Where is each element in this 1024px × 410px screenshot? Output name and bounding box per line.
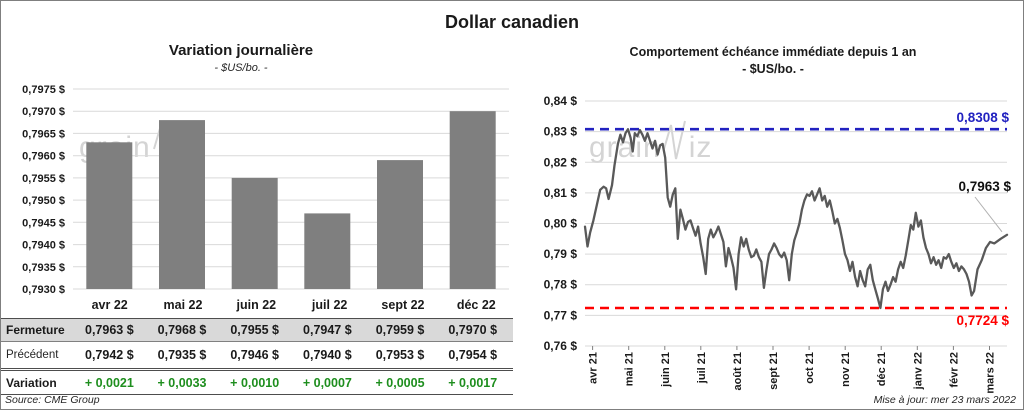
- bar: [304, 213, 351, 289]
- source-note: Source: CME Group: [5, 394, 100, 406]
- x-tick-label: déc 21: [876, 352, 888, 386]
- y-tick-label: 0,78 $: [544, 278, 578, 292]
- x-tick-label: mars 22: [985, 352, 997, 394]
- table-cell: 0,7955 $: [230, 323, 280, 337]
- table-cell: 0,7968 $: [157, 323, 207, 337]
- y-tick-label: 0,80 $: [544, 217, 578, 231]
- x-tick-label: janv 22: [912, 352, 924, 390]
- y-tick-label: 0,7950 $: [22, 195, 65, 207]
- x-tick-label: oct 21: [804, 352, 816, 384]
- table-row: Variation + 0,0021 + 0,0033 + 0,0010 + 0,000…: [1, 368, 513, 395]
- table-cell: + 0,0021: [84, 375, 134, 390]
- bar-chart-title: Variation journalière: [168, 42, 314, 59]
- x-tick-label: sept 21: [768, 352, 780, 390]
- x-tick-label: mai 21: [624, 352, 636, 386]
- y-tick-label: 0,7930 $: [22, 284, 65, 296]
- x-tick-label: juil 21: [696, 352, 708, 384]
- page-title: Dollar canadien: [444, 12, 580, 32]
- y-tick-label: 0,82 $: [544, 155, 578, 169]
- y-tick-label: 0,7955 $: [22, 173, 65, 185]
- month-label: mai 22: [163, 298, 203, 312]
- y-tick-label: 0,76 $: [544, 339, 578, 353]
- y-tick-label: 0,79 $: [544, 247, 578, 261]
- price-table: Fermeture 0,7963 $ 0,7968 $ 0,7955 $ 0,7947 …: [1, 318, 513, 395]
- month-label: juin 22: [236, 298, 277, 312]
- row-label: Précédent: [6, 349, 59, 361]
- ref-line-label: 0,7724 $: [956, 313, 1009, 328]
- month-label: sept 22: [381, 298, 425, 312]
- bar-chart-x-labels: avr 22 mai 22 juin 22 juil 22 sept 22 déc 22: [1, 298, 513, 316]
- x-tick-label: févr 22: [948, 352, 960, 387]
- bar-chart: 0,7975 $ 0,7970 $ 0,7965 $ 0,7960 $ 0,7955 $…: [22, 84, 509, 296]
- row-label: Variation: [6, 375, 57, 390]
- x-tick-label: août 21: [732, 352, 744, 391]
- y-tick-label: 0,83 $: [544, 125, 578, 139]
- bar: [377, 160, 423, 289]
- x-tick-label: avr 21: [588, 352, 600, 384]
- y-tick-label: 0,7970 $: [22, 106, 65, 118]
- table-cell: 0,7947 $: [303, 323, 352, 337]
- y-tick-label: 0,84 $: [544, 94, 578, 108]
- table-cell: 0,7946 $: [230, 348, 280, 362]
- table-cell: 0,7940 $: [303, 348, 352, 362]
- bar: [449, 111, 496, 289]
- y-tick-label: 0,7940 $: [22, 240, 65, 252]
- bar: [159, 120, 205, 289]
- y-tick-label: 0,7965 $: [22, 128, 65, 140]
- x-tick-label: juin 21: [660, 352, 672, 388]
- table-row: Fermeture 0,7963 $ 0,7968 $ 0,7955 $ 0,7947 …: [1, 318, 513, 342]
- table-cell: 0,7970 $: [448, 323, 498, 337]
- leader-line: [974, 196, 1003, 233]
- bar: [86, 142, 133, 289]
- bar-chart-subtitle: - $US/bo. -: [214, 62, 268, 74]
- table-row: Précédent 0,7942 $ 0,7935 $ 0,7946 $ 0,7940 …: [1, 342, 513, 368]
- update-note: Mise à jour: mer 23 mars 2022: [873, 394, 1016, 406]
- x-tick-label: nov 21: [840, 352, 852, 387]
- month-label: juil 22: [311, 298, 348, 312]
- line-chart-title: Comportement échéance immédiate depuis 1…: [629, 45, 917, 59]
- table-cell: 0,7959 $: [375, 323, 425, 337]
- table-cell: 0,7953 $: [375, 348, 425, 362]
- price-series: [583, 128, 1009, 310]
- last-value-label: 0,7963 $: [958, 179, 1011, 194]
- table-cell: + 0,0005: [375, 375, 425, 390]
- table-cell: + 0,0007: [302, 375, 352, 390]
- y-tick-label: 0,81 $: [544, 186, 578, 200]
- y-tick-label: 0,7935 $: [22, 262, 65, 274]
- line-chart: 0,84 $ 0,83 $ 0,82 $ 0,81 $ 0,80 $ 0,79 $ 0,78…: [544, 94, 1012, 394]
- table-cell: 0,7942 $: [85, 348, 134, 362]
- y-tick-label: 0,7945 $: [22, 217, 65, 229]
- ref-line-label: 0,8308 $: [956, 110, 1009, 125]
- y-tick-label: 0,7960 $: [22, 151, 65, 163]
- row-label: Fermeture: [6, 323, 65, 337]
- table-cell: 0,7935 $: [157, 348, 207, 362]
- table-cell: 0,7954 $: [448, 348, 498, 362]
- bar: [231, 177, 278, 289]
- month-label: avr 22: [91, 298, 128, 312]
- table-cell: + 0,0017: [448, 375, 498, 390]
- table-cell: + 0,0033: [157, 375, 207, 390]
- y-tick-label: 0,7975 $: [22, 84, 65, 96]
- line-chart-subtitle: - $US/bo. -: [742, 62, 804, 76]
- y-tick-label: 0,77 $: [544, 308, 578, 322]
- table-cell: 0,7963 $: [85, 323, 134, 337]
- table-cell: + 0,0010: [230, 375, 280, 390]
- month-label: déc 22: [456, 298, 496, 312]
